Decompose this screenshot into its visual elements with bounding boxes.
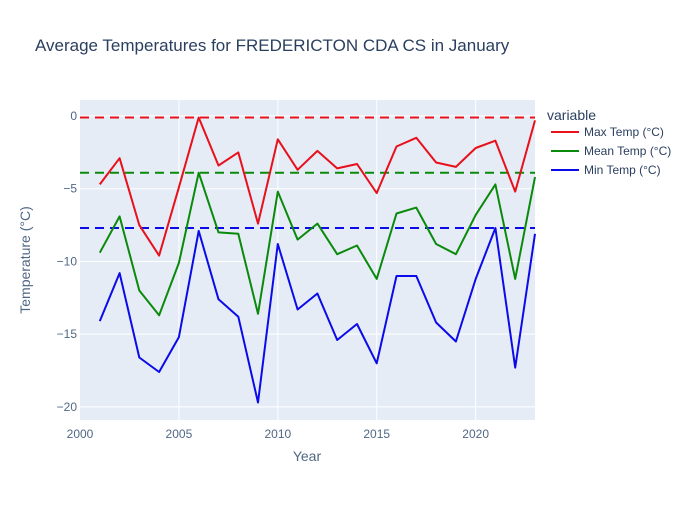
x-tick-label: 2015 bbox=[363, 427, 390, 441]
grid-lines bbox=[80, 100, 535, 420]
x-axis-ticks: 2000 2005 2010 2015 2020 bbox=[67, 427, 490, 441]
y-axis-title: Temperature (°C) bbox=[17, 206, 33, 314]
x-tick-label: 2010 bbox=[264, 427, 291, 441]
series-line[interactable] bbox=[98, 227, 536, 404]
y-tick-label: −10 bbox=[57, 254, 78, 268]
x-tick-label: 2005 bbox=[166, 427, 193, 441]
chart-title: Average Temperatures for FREDERICTON CDA… bbox=[35, 36, 510, 55]
legend: variable Max Temp (°C) Mean Temp (°C) Min … bbox=[547, 107, 671, 177]
x-axis-title: Year bbox=[293, 448, 322, 464]
y-tick-label: −5 bbox=[63, 182, 77, 196]
legend-item[interactable]: Mean Temp (°C) bbox=[551, 144, 671, 158]
legend-label: Min Temp (°C) bbox=[584, 163, 661, 177]
series-lines bbox=[98, 116, 536, 404]
y-tick-label: −15 bbox=[57, 327, 78, 341]
x-tick-label: 2000 bbox=[67, 427, 94, 441]
legend-title: variable bbox=[547, 107, 596, 123]
series-line[interactable] bbox=[98, 171, 536, 317]
y-tick-label: 0 bbox=[70, 109, 77, 123]
legend-label: Max Temp (°C) bbox=[584, 125, 664, 139]
series-line[interactable] bbox=[99, 116, 536, 257]
legend-item[interactable]: Max Temp (°C) bbox=[551, 125, 664, 139]
plot-area bbox=[80, 100, 535, 420]
legend-label: Mean Temp (°C) bbox=[584, 144, 671, 158]
y-axis-ticks: 0 −5 −10 −15 −20 bbox=[57, 109, 78, 414]
legend-item[interactable]: Min Temp (°C) bbox=[551, 163, 661, 177]
reference-lines bbox=[80, 116, 535, 229]
x-tick-label: 2020 bbox=[462, 427, 489, 441]
y-tick-label: −20 bbox=[57, 400, 78, 414]
